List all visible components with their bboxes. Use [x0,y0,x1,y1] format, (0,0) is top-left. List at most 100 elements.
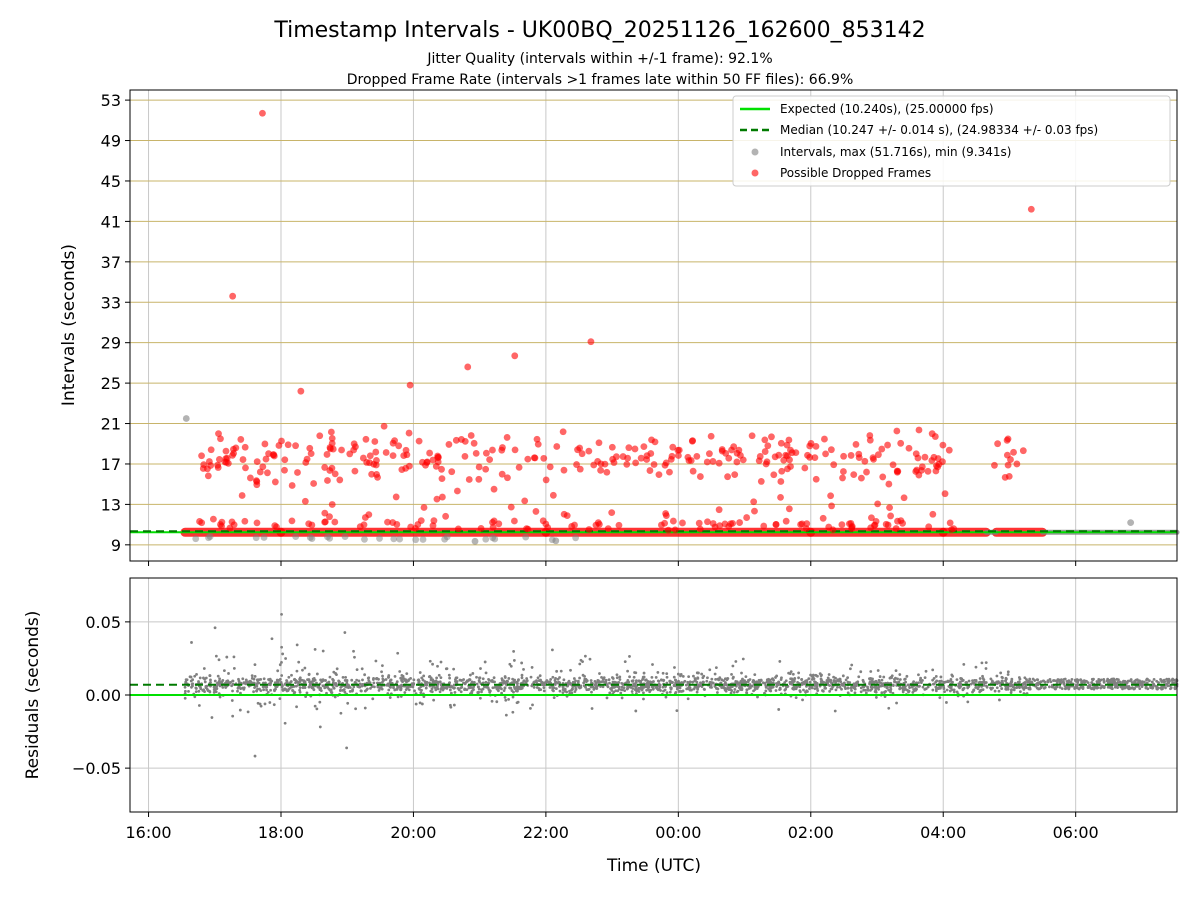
residual-point [189,679,193,683]
residual-point [354,707,358,711]
dropped-frame-point [728,446,735,454]
dropped-frame-point [760,522,768,530]
residual-point [1123,686,1127,690]
dropped-frame-point [615,521,623,529]
dropped-frame-point [631,445,639,453]
interval-point [482,535,490,543]
interval-point [491,535,499,543]
residual-point [465,688,469,692]
interval-point [419,536,427,543]
residual-point [648,680,652,684]
residual-point [216,674,220,678]
residual-point [1001,676,1004,680]
dropped-frame-point [874,451,882,459]
residual-point [696,685,700,689]
residual-point [552,689,555,693]
residual-point [452,667,456,671]
residual-point [840,682,844,686]
residual-point [1022,681,1026,685]
residual-point [836,685,839,689]
residual-point [278,697,282,701]
residual-point [582,681,586,685]
dropped-frame-point [331,518,339,526]
dropped-frame-point [229,292,237,300]
dropped-frame-point [721,520,729,528]
residual-point [1165,677,1169,681]
residual-point [439,660,443,664]
residual-point [763,681,767,685]
dropped-frame-point [288,517,296,525]
dropped-frame-point [310,480,318,487]
residuals-series [130,612,1179,758]
legend-intervals-swatch [751,148,759,156]
residual-point [335,667,339,671]
residual-point [420,702,424,706]
residual-point [833,709,837,713]
dropped-frame-point [866,436,874,444]
residuals-y-tick-label: 0.05 [85,613,121,632]
residual-point [945,701,948,704]
residual-point [882,675,886,679]
residual-point [692,674,695,678]
residual-point [976,685,980,689]
dropped-frame-point [417,517,425,525]
dropped-frame-point [458,436,465,443]
residual-point [500,677,504,680]
dropped-frame-point [948,526,955,533]
residual-point [784,679,788,683]
dropped-frame-point [273,523,280,531]
dropped-frame-point [685,457,693,464]
residual-point [242,686,246,690]
residual-point [250,674,254,678]
dropped-frame-point [568,523,576,530]
residual-point [452,683,456,687]
residual-point [764,689,768,693]
residual-point [208,674,212,677]
residual-point [641,677,645,680]
dropped-frame-point [669,443,677,451]
residual-point [1076,683,1080,686]
residual-point [1050,685,1054,689]
residual-point [193,674,197,678]
residual-point [950,673,954,677]
residual-point [832,675,835,679]
residual-point [294,681,297,685]
dropped-frame-point [465,476,473,483]
dropped-frame-point [748,432,756,440]
residual-point [665,675,669,679]
residual-point [663,688,667,692]
residual-point [1075,679,1078,683]
residual-point [493,685,497,689]
dropped-frame-point [829,526,837,534]
residual-point [393,688,397,692]
residual-point [764,685,768,689]
residual-point [1145,678,1148,682]
dropped-frame-point [1013,460,1021,468]
dropped-frame-point [785,436,793,444]
interval-point [1127,519,1135,526]
residual-point [984,681,988,684]
residual-point [293,677,297,681]
dropped-frame-point [632,459,640,467]
residual-point [932,682,936,686]
residual-point [844,678,848,682]
dropped-frame-point [264,469,271,477]
residual-point [270,637,274,641]
dropped-frame-point [648,436,655,444]
residual-point [388,679,392,683]
interval-point [308,535,316,542]
residual-point [798,685,802,689]
residual-point [381,679,385,683]
residual-point [1133,681,1137,684]
dropped-frame-point [912,450,920,458]
dropped-frame-point [855,450,863,458]
residual-point [731,664,735,668]
residual-point [693,679,697,683]
residual-point [877,687,880,691]
residual-point [208,689,211,693]
residual-point [568,689,571,693]
residual-point [768,689,772,692]
residual-point [634,709,638,713]
residual-point [955,678,959,681]
residual-point [569,668,572,672]
